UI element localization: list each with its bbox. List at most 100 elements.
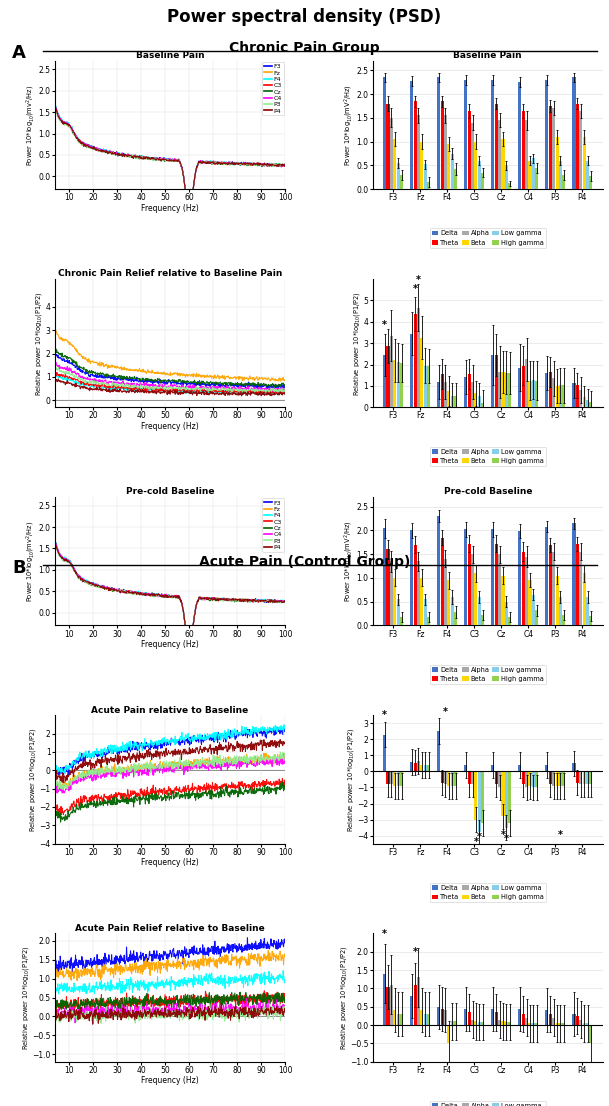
Bar bbox=[393, 139, 396, 189]
Bar bbox=[552, 552, 555, 626]
Bar bbox=[468, 111, 471, 189]
Bar bbox=[477, 597, 481, 626]
Title: Pre-cold Baseline: Pre-cold Baseline bbox=[443, 488, 532, 497]
Bar bbox=[552, 771, 555, 786]
Bar bbox=[440, 771, 444, 783]
Bar bbox=[535, 611, 538, 626]
Bar bbox=[481, 403, 484, 407]
Bar bbox=[387, 550, 390, 626]
Bar bbox=[491, 765, 495, 771]
Bar bbox=[525, 1018, 528, 1025]
Bar bbox=[555, 386, 558, 407]
Bar bbox=[414, 984, 417, 1025]
Bar bbox=[586, 400, 589, 407]
Bar bbox=[529, 1023, 532, 1025]
Legend: F3, Fz, F4, C3, Cz, C4, P3, P4: F3, Fz, F4, C3, Cz, C4, P3, P4 bbox=[262, 499, 284, 552]
Bar bbox=[410, 762, 414, 771]
Bar bbox=[424, 165, 427, 189]
Bar bbox=[417, 115, 420, 189]
Bar bbox=[417, 761, 420, 771]
Bar bbox=[410, 995, 414, 1025]
Bar bbox=[525, 556, 528, 626]
Bar bbox=[410, 334, 414, 407]
Text: Power spectral density (PSD): Power spectral density (PSD) bbox=[167, 8, 442, 25]
Bar bbox=[501, 139, 504, 189]
Bar bbox=[464, 530, 467, 626]
Bar bbox=[414, 544, 417, 626]
Y-axis label: Relative power 10*log$_{10}$(P1/P2): Relative power 10*log$_{10}$(P1/P2) bbox=[28, 727, 38, 832]
Bar bbox=[437, 517, 440, 626]
Bar bbox=[546, 1011, 549, 1025]
Bar bbox=[572, 77, 576, 189]
Text: *: * bbox=[477, 832, 482, 842]
Bar bbox=[414, 763, 417, 771]
Bar bbox=[387, 771, 390, 784]
Legend: F3, Fz, F4, C3, Cz, C4, P3, P4: F3, Fz, F4, C3, Cz, C4, P3, P4 bbox=[262, 62, 284, 115]
Title: Acute Pain relative to Baseline: Acute Pain relative to Baseline bbox=[91, 706, 248, 714]
Bar bbox=[474, 573, 477, 626]
Bar bbox=[440, 1009, 444, 1025]
Text: *: * bbox=[416, 275, 421, 285]
Bar bbox=[579, 771, 582, 784]
Bar bbox=[505, 166, 508, 189]
Bar bbox=[477, 160, 481, 189]
X-axis label: Frequency (Hz): Frequency (Hz) bbox=[141, 640, 199, 649]
Y-axis label: Power 10*log$_{10}$(mV$^2$/Hz): Power 10*log$_{10}$(mV$^2$/Hz) bbox=[343, 84, 355, 166]
Bar bbox=[393, 361, 396, 407]
Bar bbox=[546, 765, 549, 771]
Bar bbox=[505, 373, 508, 407]
Bar bbox=[579, 552, 582, 626]
Y-axis label: Relative power 10*log$_{10}$(P1/P2): Relative power 10*log$_{10}$(P1/P2) bbox=[346, 727, 356, 832]
Bar bbox=[586, 160, 589, 189]
Bar bbox=[529, 581, 532, 626]
Bar bbox=[552, 378, 555, 407]
Bar bbox=[448, 581, 451, 626]
Y-axis label: Relative power 10*log$_{10}$(P1/P2): Relative power 10*log$_{10}$(P1/P2) bbox=[34, 291, 44, 396]
Bar bbox=[400, 771, 403, 786]
Bar bbox=[393, 771, 396, 786]
Text: *: * bbox=[504, 834, 509, 844]
Bar bbox=[464, 80, 467, 189]
Bar bbox=[508, 1022, 512, 1025]
Bar bbox=[393, 578, 396, 626]
Bar bbox=[400, 1014, 403, 1025]
Text: *: * bbox=[382, 321, 387, 331]
Bar bbox=[501, 575, 504, 626]
Bar bbox=[525, 121, 528, 189]
Bar bbox=[437, 77, 440, 189]
Bar bbox=[474, 394, 477, 407]
X-axis label: Frequency (Hz): Frequency (Hz) bbox=[141, 858, 199, 867]
Bar bbox=[437, 1006, 440, 1025]
Legend: Delta, Theta, Alpha, Beta, Low gamma, High gamma: Delta, Theta, Alpha, Beta, Low gamma, Hi… bbox=[429, 1102, 546, 1106]
Bar bbox=[555, 575, 558, 626]
Bar bbox=[532, 158, 535, 189]
Bar bbox=[491, 80, 495, 189]
Title: Baseline Pain: Baseline Pain bbox=[136, 51, 204, 60]
Bar bbox=[590, 401, 593, 407]
Bar bbox=[583, 397, 586, 407]
Bar bbox=[424, 599, 427, 626]
Bar bbox=[522, 111, 525, 189]
Bar bbox=[424, 366, 427, 407]
Bar bbox=[414, 102, 417, 189]
Bar bbox=[586, 597, 589, 626]
Bar bbox=[400, 363, 403, 407]
Bar bbox=[464, 765, 467, 771]
Bar bbox=[505, 771, 508, 827]
Bar bbox=[440, 374, 444, 407]
Bar bbox=[552, 1018, 555, 1025]
Bar bbox=[387, 987, 390, 1025]
Bar bbox=[518, 765, 521, 771]
Text: B: B bbox=[12, 559, 26, 576]
Bar bbox=[437, 382, 440, 407]
Bar bbox=[448, 144, 451, 189]
Bar bbox=[508, 771, 512, 823]
Bar bbox=[590, 771, 593, 784]
Bar bbox=[390, 984, 393, 1025]
Bar bbox=[383, 973, 386, 1025]
Bar bbox=[501, 771, 504, 816]
Bar bbox=[532, 595, 535, 626]
Text: *: * bbox=[412, 284, 418, 294]
Bar bbox=[572, 523, 576, 626]
Bar bbox=[448, 1025, 451, 1043]
